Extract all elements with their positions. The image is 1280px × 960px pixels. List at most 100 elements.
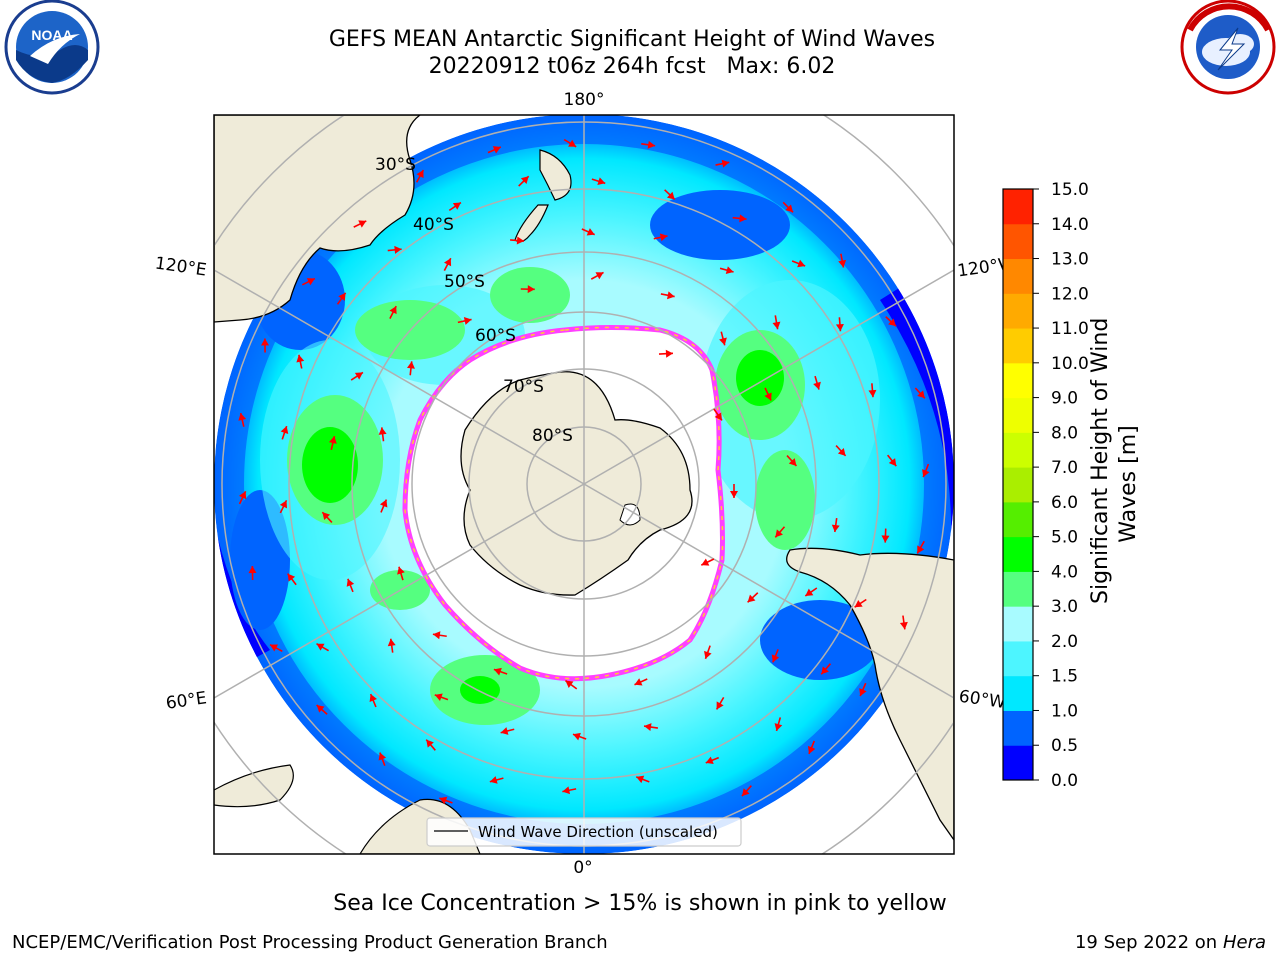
lon-label-0: 0° bbox=[573, 858, 592, 878]
wind-wave-arrow-head bbox=[859, 688, 867, 697]
wind-wave-arrow-head bbox=[666, 191, 675, 200]
footer-date-text: 19 Sep 2022 on bbox=[1074, 932, 1218, 953]
wind-wave-arrow-head bbox=[739, 214, 747, 223]
colorbar-tick-label: 10.0 bbox=[1051, 354, 1089, 374]
wind-wave-arrow-head bbox=[730, 491, 738, 498]
wind-wave-arrow-head bbox=[354, 372, 363, 380]
wind-wave-arrow-head bbox=[888, 458, 897, 467]
wind-wave-arrow-head bbox=[595, 272, 604, 280]
sea-ice-note: Sea Ice Concentration > 15% is shown in … bbox=[0, 891, 1280, 916]
lat-label-50s: 50°S bbox=[444, 272, 485, 292]
wind-wave-arrow-head bbox=[721, 159, 730, 168]
wind-wave-arrow-head bbox=[764, 392, 772, 401]
wind-wave-arrow-head bbox=[647, 140, 656, 149]
wind-wave-arrow-head bbox=[562, 786, 571, 795]
wind-wave-arrow-head bbox=[785, 204, 794, 213]
wind-wave-arrow-head bbox=[527, 285, 535, 294]
lon-label-60e: 60°E bbox=[165, 688, 208, 713]
colorbar-swatch bbox=[1003, 606, 1033, 642]
lat-label-60s: 60°S bbox=[475, 326, 516, 346]
colorbar-tick-label: 5.0 bbox=[1051, 528, 1078, 548]
wind-wave-arrow-head bbox=[714, 412, 722, 421]
wind-wave-arrow-head bbox=[741, 788, 750, 797]
wind-wave-arrow-head bbox=[917, 390, 925, 399]
wind-wave-arrow-head bbox=[287, 573, 296, 582]
colorbar-tick-label: 1.5 bbox=[1051, 667, 1078, 687]
wind-wave-arrow-head bbox=[644, 723, 652, 732]
wind-wave-arrow-head bbox=[922, 469, 930, 478]
wind-wave-arrow-head bbox=[771, 654, 780, 663]
wind-wave-arrow-head bbox=[774, 723, 783, 731]
lat-label-30s: 30°S bbox=[375, 155, 416, 175]
colorbar-swatch bbox=[1003, 432, 1033, 468]
wind-wave-arrow-head bbox=[248, 566, 257, 574]
colorbar-tick-label: 6.0 bbox=[1051, 493, 1078, 513]
wind-wave-arrow-head bbox=[788, 458, 797, 466]
nws-logo-icon bbox=[1180, 0, 1276, 95]
colorbar-swatch bbox=[1003, 536, 1033, 572]
wind-wave-arrow-head bbox=[888, 318, 896, 327]
wind-wave-arrow-head bbox=[463, 317, 472, 325]
wind-wave-arrow-head bbox=[868, 389, 877, 398]
wind-wave-arrow-head bbox=[821, 666, 829, 675]
colorbar-tick-label: 13.0 bbox=[1051, 250, 1089, 270]
colorbar-swatch bbox=[1003, 571, 1033, 607]
colorbar-tick-label: 3.0 bbox=[1051, 597, 1078, 617]
wind-wave-arrow-head bbox=[269, 644, 279, 652]
wind-wave-arrow-head bbox=[701, 558, 710, 566]
wind-wave-arrow-head bbox=[838, 259, 847, 268]
wind-wave-arrow-head bbox=[493, 667, 502, 676]
colorbar-tick-label: 12.0 bbox=[1051, 284, 1089, 304]
chart-subtitle: 20220912 t06z 264h fcst Max: 6.02 bbox=[428, 54, 836, 79]
wind-wave-arrow-head bbox=[813, 381, 821, 390]
noaa-logo-text: NOAA bbox=[31, 27, 72, 43]
wind-wave-arrow-head bbox=[389, 306, 397, 315]
colorbar-tick-label: 0.5 bbox=[1051, 736, 1078, 756]
wind-wave-arrow-head bbox=[586, 228, 595, 236]
wind-wave-arrow-head bbox=[380, 499, 388, 508]
wind-wave-arrow-head bbox=[394, 245, 402, 254]
lon-label-180: 180° bbox=[564, 90, 605, 110]
wind-wave-arrow-head bbox=[634, 678, 643, 686]
wind-wave-arrow-head bbox=[378, 427, 387, 435]
noaa-logo-icon: NOAA bbox=[4, 0, 100, 95]
colorbar-swatch bbox=[1003, 258, 1033, 294]
wind-wave-arrow-head bbox=[387, 638, 396, 647]
lat-label-70s: 70°S bbox=[503, 377, 544, 397]
footer-branch: NCEP/EMC/Verification Post Processing Pr… bbox=[12, 932, 608, 953]
wind-wave-arrow-head bbox=[899, 621, 908, 630]
wind-wave-arrow-head bbox=[279, 500, 288, 509]
colorbar-label-line2: Waves [m] bbox=[1116, 425, 1141, 543]
wind-wave-arrow-head bbox=[358, 220, 367, 228]
wind-wave-arrow-head bbox=[346, 578, 355, 587]
wind-wave-arrow-head bbox=[719, 337, 727, 346]
colorbar-tick-label: 1.0 bbox=[1051, 701, 1078, 721]
wind-wave-arrow-head bbox=[316, 643, 325, 651]
wind-wave-arrow-head bbox=[636, 775, 645, 784]
wind-wave-arrow-head bbox=[434, 693, 443, 702]
wind-wave-arrow-head bbox=[328, 436, 337, 444]
wind-wave-arrow-head bbox=[520, 176, 529, 185]
footer-host: Hera bbox=[1222, 932, 1266, 953]
wind-wave-arrow-head bbox=[565, 680, 574, 688]
wind-wave-arrow-head bbox=[426, 739, 434, 748]
colorbar-frame bbox=[1002, 188, 1034, 781]
lat-label-40s: 40°S bbox=[413, 215, 454, 235]
colorbar-swatch bbox=[1003, 397, 1033, 433]
colorbar-tick-label: 9.0 bbox=[1051, 389, 1078, 409]
colorbar-tick-label: 0.0 bbox=[1051, 771, 1078, 791]
wind-wave-arrow-head bbox=[854, 600, 863, 608]
colorbar-swatch bbox=[1003, 745, 1033, 781]
colorbar-tick-label: 4.0 bbox=[1051, 562, 1078, 582]
wind-wave-arrow-head bbox=[238, 491, 247, 500]
wind-wave-arrow-head bbox=[492, 146, 501, 154]
colorbar-swatch bbox=[1003, 640, 1033, 677]
wind-wave-arrow-head bbox=[338, 292, 346, 301]
wind-wave-arrow-head bbox=[807, 745, 816, 754]
wind-wave-arrow-head bbox=[831, 524, 840, 533]
wind-wave-arrow-head bbox=[597, 177, 606, 186]
wind-wave-arrow-head bbox=[881, 535, 890, 543]
colorbar-tick-label: 8.0 bbox=[1051, 423, 1078, 443]
wind-wave-arrow-head bbox=[917, 545, 925, 554]
wind-wave-arrow-head bbox=[705, 756, 714, 764]
